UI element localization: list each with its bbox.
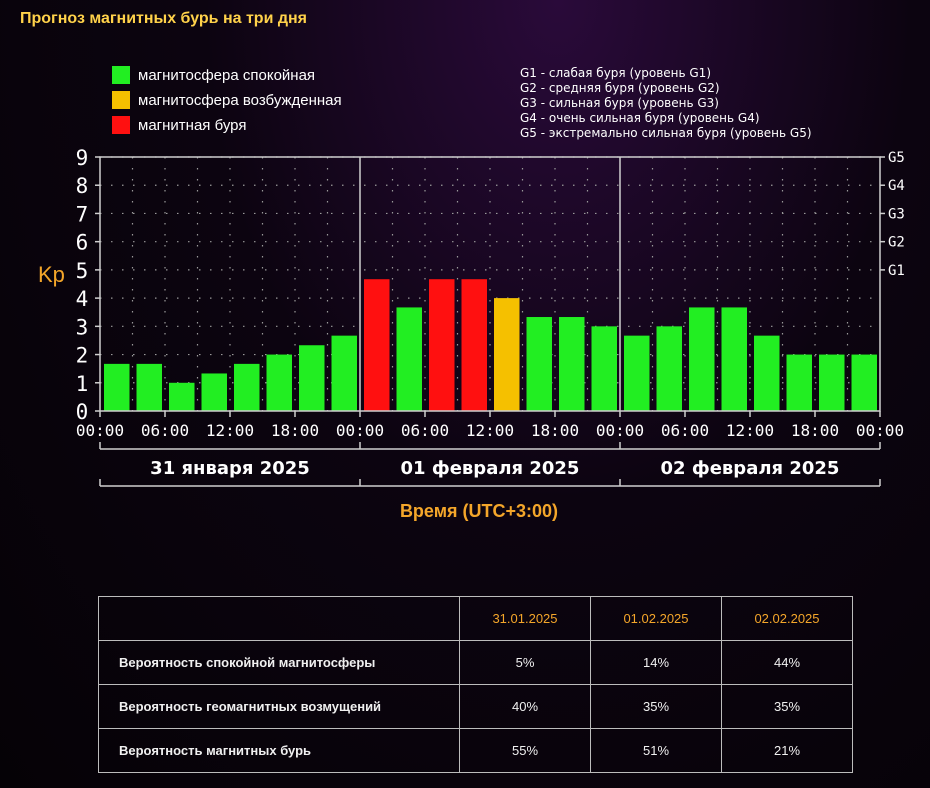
day-label: 31 января 2025 bbox=[150, 458, 310, 479]
g-tick-label: G4 bbox=[888, 178, 905, 194]
g-tick-label: G2 bbox=[888, 235, 905, 251]
g-legend-g1: G1 - слабая буря (уровень G1) bbox=[520, 66, 711, 80]
bar bbox=[169, 382, 195, 411]
g-legend-g2: G2 - средняя буря (уровень G2) bbox=[520, 81, 720, 95]
table-row: Вероятность магнитных бурь 55% 51% 21% bbox=[98, 728, 853, 773]
bar bbox=[591, 326, 617, 411]
g-tick-label: G5 bbox=[888, 150, 905, 166]
bar bbox=[461, 279, 487, 411]
table-row: Вероятность спокойной магнитосферы 5% 14… bbox=[98, 640, 853, 685]
y-tick-label: 7 bbox=[76, 202, 89, 226]
legend-label-storm: магнитная буря bbox=[138, 117, 246, 134]
x-tick-label: 00:00 bbox=[856, 421, 904, 440]
x-tick-label: 12:00 bbox=[726, 421, 774, 440]
bar bbox=[559, 317, 585, 411]
x-tick-label: 00:00 bbox=[76, 421, 124, 440]
g-legend-g5: G5 - экстремально сильная буря (уровень … bbox=[520, 126, 812, 140]
g-tick-label: G3 bbox=[888, 206, 905, 222]
cell-value: 5% bbox=[459, 640, 591, 685]
color-legend: магнитосфера спокойная магнитосфера возб… bbox=[112, 66, 342, 134]
bar bbox=[819, 354, 845, 411]
plot-area: 0 1 2 3 4 5 6 7 8 9 G1 G2 G3 G4 G5 00:00 06:00 12:00 18:00… bbox=[76, 146, 905, 487]
probability-table: 31.01.2025 01.02.2025 02.02.2025 Вероятн… bbox=[98, 596, 853, 773]
cell-value: 44% bbox=[721, 640, 853, 685]
cell-value: 21% bbox=[721, 728, 853, 773]
x-tick-label: 18:00 bbox=[791, 421, 839, 440]
cell-value: 51% bbox=[590, 728, 722, 773]
legend-swatch-active bbox=[112, 91, 130, 109]
y-tick-label: 2 bbox=[76, 344, 89, 368]
y-tick-label: 5 bbox=[76, 259, 89, 283]
y-axis-label: Kp bbox=[38, 262, 65, 287]
bar bbox=[429, 279, 455, 411]
y-tick-label: 9 bbox=[76, 146, 89, 170]
bar bbox=[624, 335, 650, 411]
cell-value: 35% bbox=[721, 684, 853, 729]
bar bbox=[201, 373, 227, 411]
bar bbox=[656, 326, 682, 411]
y-tick-label: 8 bbox=[76, 174, 89, 198]
legend-swatch-storm bbox=[112, 116, 130, 134]
legend-label-quiet: магнитосфера спокойная bbox=[138, 67, 315, 84]
bar bbox=[396, 307, 422, 411]
bar bbox=[786, 354, 812, 411]
g-legend-g4: G4 - очень сильная буря (уровень G4) bbox=[520, 111, 760, 125]
x-tick-label: 00:00 bbox=[596, 421, 644, 440]
row-label: Вероятность спокойной магнитосферы bbox=[98, 640, 460, 685]
y-tick-label: 3 bbox=[76, 315, 89, 339]
table-row: Вероятность геомагнитных возмущений 40% … bbox=[98, 684, 853, 729]
page-title: Прогноз магнитных бурь на три дня bbox=[20, 10, 307, 27]
y-tick-label: 6 bbox=[76, 231, 89, 255]
legend-label-active: магнитосфера возбужденная bbox=[138, 92, 342, 109]
table-header-empty bbox=[98, 596, 460, 641]
bar bbox=[526, 317, 552, 411]
x-tick-label: 00:00 bbox=[336, 421, 384, 440]
cell-value: 35% bbox=[590, 684, 722, 729]
y-tick-label: 1 bbox=[76, 372, 89, 396]
bar bbox=[689, 307, 715, 411]
x-tick-label: 18:00 bbox=[271, 421, 319, 440]
bar bbox=[721, 307, 747, 411]
bar bbox=[234, 363, 260, 411]
legend-swatch-quiet bbox=[112, 66, 130, 84]
x-axis-label: Время (UTC+3:00) bbox=[400, 501, 558, 521]
g-tick-label: G1 bbox=[888, 263, 905, 279]
cell-value: 40% bbox=[459, 684, 591, 729]
bar bbox=[851, 354, 877, 411]
bar bbox=[494, 298, 520, 411]
y-tick-label: 0 bbox=[76, 400, 89, 424]
y-tick-label: 4 bbox=[76, 287, 89, 311]
kp-forecast-chart: магнитосфера спокойная магнитосфера возб… bbox=[38, 66, 905, 521]
bar bbox=[104, 363, 130, 411]
bar bbox=[266, 354, 292, 411]
bar bbox=[364, 279, 390, 411]
x-tick-label: 18:00 bbox=[531, 421, 579, 440]
day-label: 01 февраля 2025 bbox=[401, 458, 580, 479]
g-legend-g3: G3 - сильная буря (уровень G3) bbox=[520, 96, 719, 110]
cell-value: 14% bbox=[590, 640, 722, 685]
cell-value: 55% bbox=[459, 728, 591, 773]
x-tick-label: 06:00 bbox=[661, 421, 709, 440]
day-label: 02 февраля 2025 bbox=[661, 458, 840, 479]
table-header-date: 31.01.2025 bbox=[459, 596, 591, 641]
table-header-date: 01.02.2025 bbox=[590, 596, 722, 641]
bar bbox=[299, 345, 325, 411]
row-label: Вероятность геомагнитных возмущений bbox=[98, 684, 460, 729]
g-scale-legend: G1 - слабая буря (уровень G1) G2 - средн… bbox=[520, 66, 812, 140]
table-header-date: 02.02.2025 bbox=[721, 596, 853, 641]
x-tick-label: 12:00 bbox=[466, 421, 514, 440]
table-header-row: 31.01.2025 01.02.2025 02.02.2025 bbox=[98, 596, 853, 641]
x-tick-label: 06:00 bbox=[141, 421, 189, 440]
bar bbox=[754, 335, 780, 411]
x-tick-label: 12:00 bbox=[206, 421, 254, 440]
bar bbox=[331, 335, 357, 411]
bar bbox=[136, 363, 162, 411]
x-tick-label: 06:00 bbox=[401, 421, 449, 440]
row-label: Вероятность магнитных бурь bbox=[98, 728, 460, 773]
